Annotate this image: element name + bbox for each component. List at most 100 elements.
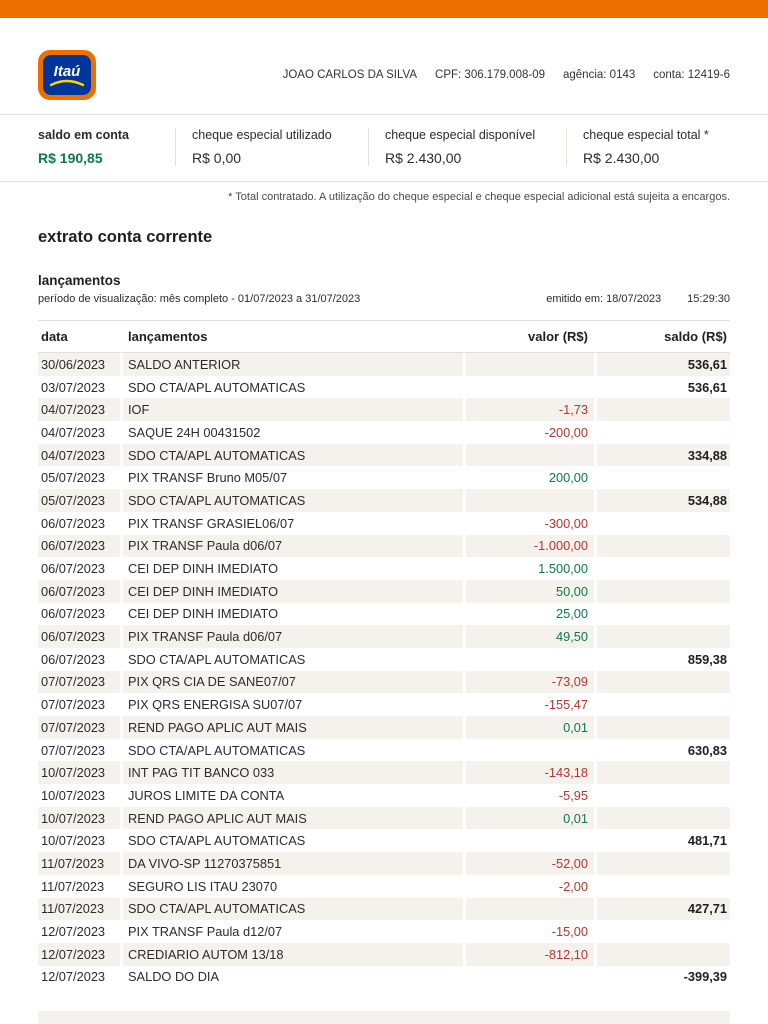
table-row-partial	[38, 1011, 730, 1024]
cell-value: 0,01	[466, 806, 594, 830]
cell-description: PIX QRS CIA DE SANE07/07	[123, 670, 463, 694]
table-row: 07/07/2023 PIX QRS CIA DE SANE07/07 -73,…	[38, 670, 730, 694]
table-row: 11/07/2023 DA VIVO-SP 11270375851 -52,00	[38, 852, 730, 875]
column-header-saldo: saldo (R$)	[664, 329, 727, 344]
cell-date: 07/07/2023	[41, 697, 106, 713]
cell-balance: 536,61	[597, 353, 730, 376]
cell-description: SDO CTA/APL AUTOMATICAS	[123, 897, 463, 921]
table-row: 10/07/2023 INT PAG TIT BANCO 033 -143,18	[38, 761, 730, 785]
cell-value	[466, 489, 594, 512]
summary-value: R$ 2.430,00	[385, 150, 462, 166]
cell-description: SDO CTA/APL AUTOMATICAS	[123, 489, 463, 512]
table-row: 07/07/2023 SDO CTA/APL AUTOMATICAS 630,8…	[38, 739, 730, 762]
cell-value	[466, 897, 594, 921]
cell-value: -52,00	[466, 852, 594, 875]
cell-description: REND PAGO APLIC AUT MAIS	[123, 716, 463, 739]
cell-value: -155,47	[544, 697, 588, 713]
table-row: 06/07/2023 PIX TRANSF Paula d06/07 49,50	[38, 625, 730, 648]
cell-date: 06/07/2023	[38, 579, 120, 603]
summary-label: cheque especial disponível	[385, 128, 536, 142]
cell-balance	[597, 534, 730, 558]
table-row: 07/07/2023 REND PAGO APLIC AUT MAIS 0,01	[38, 716, 730, 739]
table-row: 11/07/2023 SDO CTA/APL AUTOMATICAS 427,7…	[38, 897, 730, 921]
cell-balance	[597, 693, 730, 716]
column-header-valor: valor (R$)	[528, 329, 588, 344]
cell-description: SEGURO LIS ITAU 23070	[128, 878, 278, 894]
cell-value: -2,00	[558, 878, 588, 894]
cell-value: -5,95	[558, 787, 588, 803]
table-header-row: data lançamentos valor (R$) saldo (R$)	[38, 320, 730, 353]
cell-value: -143,18	[466, 761, 594, 785]
table-row: 10/07/2023 JUROS LIMITE DA CONTA -5,95	[38, 784, 730, 807]
cell-description: SDO CTA/APL AUTOMATICAS	[128, 742, 306, 758]
cell-description: PIX TRANSF Paula d12/07	[128, 924, 283, 940]
cell-date: 12/07/2023	[41, 969, 106, 985]
cell-description: SALDO ANTERIOR	[123, 353, 463, 376]
cell-date: 07/07/2023	[38, 716, 120, 739]
table-row: 06/07/2023 PIX TRANSF GRASIEL06/07 -300,…	[38, 512, 730, 535]
cell-date: 06/07/2023	[41, 515, 106, 531]
cell-value: 1.500,00	[538, 561, 588, 577]
cell-description: CEI DEP DINH IMEDIATO	[123, 579, 463, 603]
cell-description: REND PAGO APLIC AUT MAIS	[123, 806, 463, 830]
cell-value: -300,00	[544, 515, 588, 531]
cell-balance: 534,88	[597, 489, 730, 512]
cell-value	[466, 443, 594, 467]
cell-balance	[597, 942, 730, 966]
section-title: lançamentos	[38, 273, 121, 288]
cell-description: SDO CTA/APL AUTOMATICAS	[128, 833, 306, 849]
itau-logo-text: Itaú	[53, 62, 81, 80]
cell-balance: 427,71	[597, 897, 730, 921]
cell-date: 04/07/2023	[38, 443, 120, 467]
issued-time: 15:29:30	[687, 293, 730, 305]
cell-value: -73,09	[466, 670, 594, 694]
cell-value	[466, 966, 594, 989]
itau-logo-inner: Itaú	[43, 55, 91, 95]
account-number: conta: 12419-6	[653, 69, 730, 81]
cell-description: INT PAG TIT BANCO 033	[123, 761, 463, 785]
cell-description: PIX TRANSF Paula d06/07	[123, 534, 463, 558]
column-header-data: data	[41, 329, 68, 344]
cell-balance	[597, 806, 730, 830]
cell-date: 04/07/2023	[41, 424, 106, 440]
summary-saldo-em-conta: saldo em conta R$ 190,85	[38, 128, 175, 166]
cell-value: 50,00	[466, 579, 594, 603]
cell-date: 12/07/2023	[38, 942, 120, 966]
cell-date: 10/07/2023	[38, 806, 120, 830]
cell-balance: -399,39	[683, 969, 727, 985]
cell-date: 11/07/2023	[38, 897, 120, 921]
statement-table-body: 30/06/2023 SALDO ANTERIOR 536,61 03/07/2…	[38, 353, 730, 988]
cell-value: -1,73	[466, 398, 594, 422]
summary-value: R$ 0,00	[192, 150, 242, 166]
cell-balance	[597, 784, 730, 807]
cell-value: -15,00	[551, 924, 588, 940]
cell-balance	[597, 557, 730, 580]
logo-underline-icon	[49, 79, 85, 86]
cell-description: PIX QRS ENERGISA SU07/07	[128, 697, 303, 713]
statement-meta-left: lançamentos período de visualização: mês…	[38, 273, 360, 305]
cell-description: JUROS LIMITE DA CONTA	[128, 787, 285, 803]
agency-number: agência: 0143	[563, 69, 636, 81]
cell-balance	[597, 625, 730, 648]
cell-description: IOF	[123, 398, 463, 422]
table-row: 06/07/2023 SDO CTA/APL AUTOMATICAS 859,3…	[38, 648, 730, 671]
period-text: período de visualização: mês completo - …	[38, 293, 361, 305]
table-row: 05/07/2023 PIX TRANSF Bruno M05/07 200,0…	[38, 466, 730, 489]
cell-balance	[597, 670, 730, 694]
table-row: 11/07/2023 SEGURO LIS ITAU 23070 -2,00	[38, 875, 730, 898]
cell-date: 06/07/2023	[38, 625, 120, 648]
cheque-especial-footnote: * Total contratado. A utilização do cheq…	[228, 191, 730, 203]
cell-value: -812,10	[466, 942, 594, 966]
summary-label: cheque especial utilizado	[192, 128, 332, 142]
cell-balance	[597, 579, 730, 603]
cell-date: 07/07/2023	[41, 742, 106, 758]
summary-label: cheque especial total *	[583, 128, 709, 142]
table-row: 06/07/2023 CEI DEP DINH IMEDIATO 25,00	[38, 603, 730, 626]
cell-value: -200,00	[544, 424, 588, 440]
customer-name: JOAO CARLOS DA SILVA	[282, 69, 418, 81]
cell-value: 25,00	[555, 606, 588, 622]
summary-value: R$ 2.430,00	[583, 150, 660, 166]
cell-balance: 334,88	[597, 443, 730, 467]
cell-balance	[597, 603, 730, 626]
cell-value: -1.000,00	[466, 534, 594, 558]
